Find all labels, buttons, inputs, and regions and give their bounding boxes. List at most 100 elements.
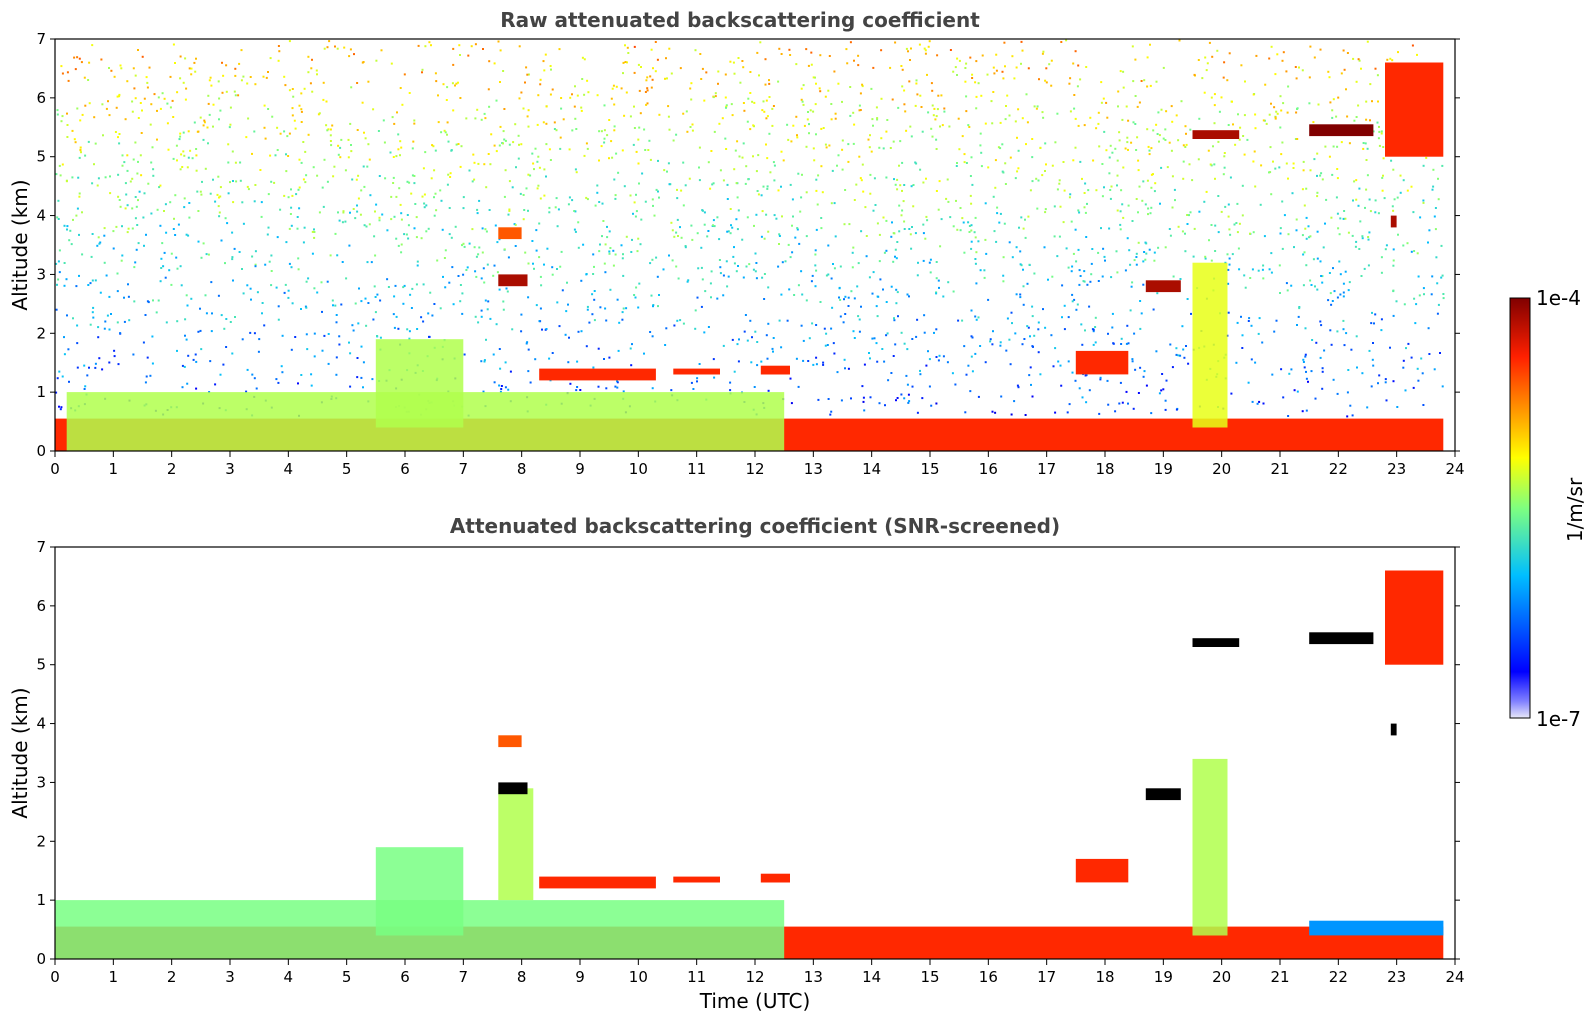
x-tick-label: 14: [862, 460, 881, 478]
x-tick-label: 4: [284, 460, 294, 478]
cloud-4: [498, 274, 528, 287]
colorbar-max-label: 1e-4: [1536, 286, 1581, 310]
x-tick-label: 9: [575, 968, 585, 986]
cloud-7: [673, 876, 720, 883]
cloud-11: [1192, 638, 1240, 647]
x-tick-label: 6: [400, 460, 410, 478]
x-tick-label: 17: [1037, 460, 1056, 478]
x-tick-label: 23: [1387, 460, 1406, 478]
x-tick-label: 6: [400, 968, 410, 986]
x-tick-label: 17: [1037, 968, 1056, 986]
x-tick-label: 5: [342, 460, 352, 478]
y-tick-label: 6: [36, 597, 46, 615]
y-tick-label: 2: [36, 832, 46, 850]
x-tick-label: 4: [284, 968, 294, 986]
raw-backscatter-panel: Raw attenuated backscattering coefficien…: [8, 8, 1465, 478]
y-tick-label: 7: [36, 538, 46, 556]
x-tick-label: 15: [920, 968, 939, 986]
cloud-8: [760, 365, 790, 375]
x-tick-label: 7: [459, 968, 469, 986]
x-tick-label: 18: [1095, 460, 1114, 478]
x-tick-label: 2: [167, 968, 177, 986]
colorbar-unit-label: 1/m/sr: [1563, 477, 1587, 542]
x-tick-label: 16: [979, 460, 998, 478]
x-axis-label: Time (UTC): [699, 989, 811, 1013]
convective-plume-2: [375, 847, 464, 936]
axis-ticks-snr: 0 1 2 3 4 5 6 7 8 9 10 11 12 13 14 15 16 17 18 19 20 21 22 23 24…: [36, 538, 1464, 986]
x-tick-label: 23: [1387, 968, 1406, 986]
x-tick-label: 10: [629, 460, 648, 478]
x-tick-label: 13: [804, 968, 823, 986]
x-tick-label: 11: [687, 968, 706, 986]
x-tick-label: 8: [517, 460, 527, 478]
cloud-14: [1390, 215, 1397, 228]
x-tick-label: 24: [1445, 460, 1464, 478]
plot-frame-raw: [54, 38, 1456, 452]
plot-frame-snr: [54, 546, 1456, 960]
x-tick-label: 14: [862, 968, 881, 986]
cloud-14: [1390, 723, 1397, 736]
y-axis-label-raw: Altitude (km): [8, 179, 32, 310]
x-tick-label: 3: [225, 968, 235, 986]
residual-layer-16: [1309, 920, 1444, 936]
colorbar-gradient: [1509, 297, 1531, 719]
x-tick-label: 13: [804, 460, 823, 478]
y-tick-label: 0: [36, 950, 46, 968]
x-tick-label: 16: [979, 968, 998, 986]
y-tick-label: 2: [36, 324, 46, 342]
x-tick-label: 5: [342, 968, 352, 986]
cloud-12: [1309, 632, 1374, 645]
x-tick-label: 22: [1329, 460, 1348, 478]
cloud-5: [498, 227, 522, 240]
chart-title-raw: Raw attenuated backscattering coefficien…: [500, 8, 980, 32]
y-tick-label: 6: [36, 89, 46, 107]
x-tick-label: 22: [1329, 968, 1348, 986]
heatmap-raw: [55, 39, 1445, 451]
snr-screened-panel: Attenuated backscattering coefficient (S…: [8, 514, 1465, 1013]
y-tick-label: 1: [36, 383, 46, 401]
x-tick-label: 1: [109, 968, 119, 986]
cloud-10: [1145, 280, 1181, 293]
cloud-7: [673, 368, 720, 375]
x-tick-label: 12: [745, 968, 764, 986]
x-tick-label: 15: [920, 460, 939, 478]
noise-speckle: [55, 39, 1445, 418]
cloud-5: [498, 735, 522, 748]
x-tick-label: 2: [167, 460, 177, 478]
x-tick-label: 19: [1154, 460, 1173, 478]
x-tick-label: 0: [50, 460, 60, 478]
y-tick-label: 3: [36, 773, 46, 791]
cloud-6: [539, 368, 656, 381]
cloud-6: [539, 876, 656, 889]
chart-title-snr: Attenuated backscattering coefficient (S…: [450, 514, 1060, 538]
y-tick-label: 1: [36, 891, 46, 909]
heatmap-snr: [55, 570, 1444, 959]
x-tick-label: 7: [459, 460, 469, 478]
cloud-9: [1075, 350, 1129, 375]
cloud-13: [1385, 62, 1444, 157]
x-tick-label: 0: [50, 968, 60, 986]
x-tick-label: 10: [629, 968, 648, 986]
cloud-4: [498, 782, 528, 795]
x-tick-label: 24: [1445, 968, 1464, 986]
x-tick-label: 20: [1212, 968, 1231, 986]
x-tick-label: 9: [575, 460, 585, 478]
y-tick-label: 4: [36, 207, 46, 225]
cloud-8: [760, 873, 790, 883]
x-tick-label: 1: [109, 460, 119, 478]
colorbar: 1e-4 1e-7 1/m/sr: [1509, 286, 1587, 731]
convective-plume-15: [1192, 758, 1228, 936]
cloud-10: [1145, 788, 1181, 801]
y-tick-label: 4: [36, 715, 46, 733]
x-tick-label: 11: [687, 460, 706, 478]
x-tick-label: 19: [1154, 968, 1173, 986]
x-tick-label: 8: [517, 968, 527, 986]
axis-ticks-raw: 0 1 2 3 4 5 6 7 8 9 10 11 12 13 14 15 16 17 18 19 20 21 22 23 24…: [36, 30, 1464, 478]
y-tick-label: 3: [36, 265, 46, 283]
y-axis-label-snr: Altitude (km): [8, 687, 32, 818]
x-tick-label: 21: [1270, 460, 1289, 478]
convective-plume-15: [1192, 262, 1228, 428]
x-tick-label: 18: [1095, 968, 1114, 986]
cloud-11: [1192, 130, 1240, 139]
cloud-13: [1385, 570, 1444, 665]
